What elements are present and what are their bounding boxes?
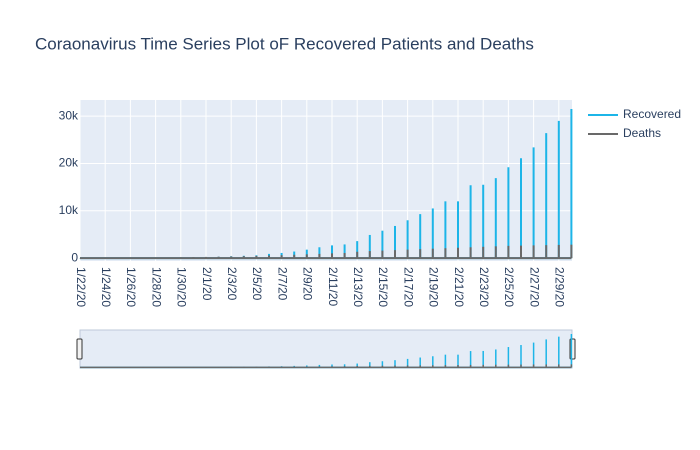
chart-title: Coraonavirus Time Series Plot oF Recover… (35, 34, 534, 53)
x-tick-label: 2/11/20 (326, 267, 340, 306)
x-tick-label: 2/17/20 (401, 267, 415, 307)
x-tick-label: 2/23/20 (477, 267, 491, 307)
x-tick-label: 2/7/20 (275, 267, 289, 301)
x-tick-label: 1/22/20 (74, 267, 88, 307)
x-tick-label: 1/30/20 (175, 267, 189, 307)
x-tick-label: 2/29/20 (553, 267, 567, 307)
x-tick-label: 2/21/20 (452, 267, 466, 307)
legend-label: Deaths (623, 126, 661, 140)
range-handle[interactable] (76, 338, 83, 360)
range-slider[interactable] (79, 329, 573, 369)
legend-label: Recovered (623, 107, 681, 121)
plot-area (80, 100, 572, 261)
x-tick-label: 2/5/20 (250, 267, 264, 301)
x-tick-label: 2/3/20 (225, 267, 239, 301)
x-tick-label: 1/24/20 (99, 267, 113, 307)
x-tick-label: 2/13/20 (351, 267, 365, 307)
x-tick-label: 1/28/20 (149, 267, 163, 307)
x-tick-label: 2/9/20 (301, 267, 315, 301)
x-tick-label: 2/27/20 (527, 267, 541, 307)
y-tick-label: 30k (59, 108, 79, 122)
x-tick-label: 2/25/20 (502, 267, 516, 307)
y-tick-label: 10k (59, 203, 79, 217)
x-tick-label: 1/26/20 (124, 267, 138, 307)
y-tick-label: 20k (59, 156, 79, 170)
x-tick-label: 2/1/20 (200, 267, 214, 301)
x-tick-label: 2/15/20 (376, 267, 390, 307)
y-tick-label: 0 (71, 250, 78, 264)
x-tick-label: 2/19/20 (427, 267, 441, 307)
